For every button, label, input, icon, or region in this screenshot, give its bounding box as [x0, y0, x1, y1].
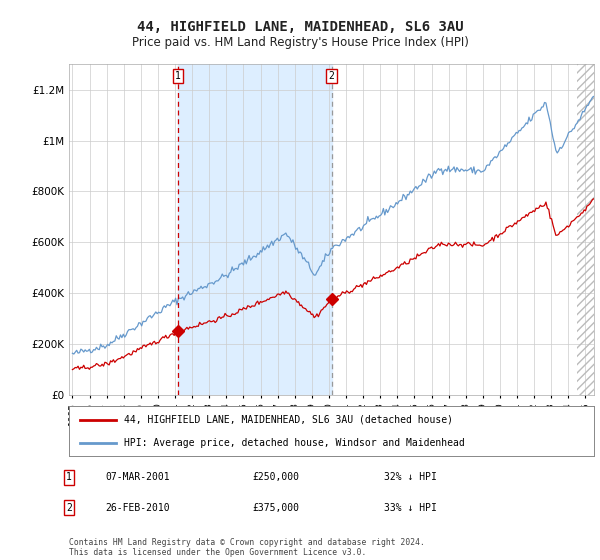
Text: HPI: Average price, detached house, Windsor and Maidenhead: HPI: Average price, detached house, Wind…: [124, 438, 465, 448]
Text: 1: 1: [66, 472, 72, 482]
Text: 26-FEB-2010: 26-FEB-2010: [105, 503, 170, 513]
Text: 44, HIGHFIELD LANE, MAIDENHEAD, SL6 3AU: 44, HIGHFIELD LANE, MAIDENHEAD, SL6 3AU: [137, 20, 463, 34]
Text: 1: 1: [175, 71, 181, 81]
Text: 2: 2: [66, 503, 72, 513]
Text: 44, HIGHFIELD LANE, MAIDENHEAD, SL6 3AU (detached house): 44, HIGHFIELD LANE, MAIDENHEAD, SL6 3AU …: [124, 414, 453, 424]
Text: Contains HM Land Registry data © Crown copyright and database right 2024.
This d: Contains HM Land Registry data © Crown c…: [69, 538, 425, 557]
Text: £250,000: £250,000: [252, 472, 299, 482]
Bar: [178, 64, 332, 395]
Text: 07-MAR-2001: 07-MAR-2001: [105, 472, 170, 482]
Text: 32% ↓ HPI: 32% ↓ HPI: [384, 472, 437, 482]
Text: 33% ↓ HPI: 33% ↓ HPI: [384, 503, 437, 513]
Text: 2: 2: [329, 71, 334, 81]
Bar: [577, 64, 594, 395]
Text: Price paid vs. HM Land Registry's House Price Index (HPI): Price paid vs. HM Land Registry's House …: [131, 36, 469, 49]
Text: £375,000: £375,000: [252, 503, 299, 513]
